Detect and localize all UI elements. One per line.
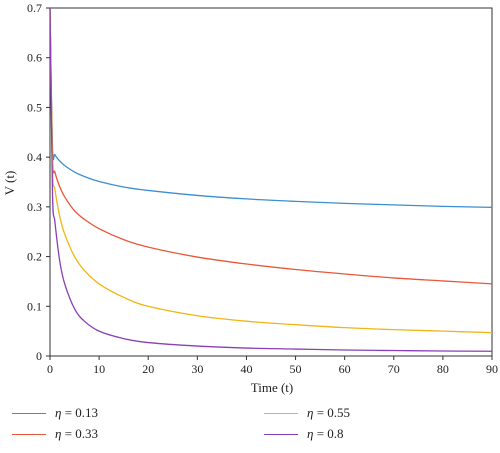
x-tick-label-70: 70 — [388, 362, 400, 376]
series-line-1 — [50, 8, 492, 285]
plot-area: 0 10 20 30 40 50 60 70 80 90 0 0.1 0.2 0.3 0.4 0.5 0.6 0.… — [27, 1, 498, 376]
x-tick-label-90: 90 — [486, 362, 498, 376]
x-axis-label: Time (t) — [251, 380, 294, 395]
x-tick-label-50: 50 — [290, 362, 302, 376]
plot-frame — [49, 7, 493, 357]
x-tick-label-30: 30 — [191, 362, 203, 376]
y-tick-label-2: 0.2 — [27, 250, 42, 264]
y-tick-label-0: 0 — [36, 349, 42, 363]
x-tick-label-20: 20 — [142, 362, 154, 376]
x-tick-label-60: 60 — [339, 362, 351, 376]
y-tick-label-7: 0.7 — [27, 1, 42, 15]
y-tick-label-5: 0.5 — [27, 100, 42, 114]
y-axis-label: V (t) — [2, 171, 17, 196]
series-line-2 — [50, 8, 492, 334]
series-line-3 — [50, 8, 492, 352]
x-tick-label-40: 40 — [240, 362, 252, 376]
y-tick-label-3: 0.3 — [27, 200, 42, 214]
series-line-0 — [50, 8, 492, 208]
x-tick-label-10: 10 — [93, 362, 105, 376]
y-tick-label-4: 0.4 — [27, 150, 42, 164]
x-tick-label-80: 80 — [437, 362, 449, 376]
y-tick-label-6: 0.6 — [27, 51, 42, 65]
y-tick-label-1: 0.1 — [27, 299, 42, 313]
x-tick-label-0: 0 — [47, 362, 53, 376]
